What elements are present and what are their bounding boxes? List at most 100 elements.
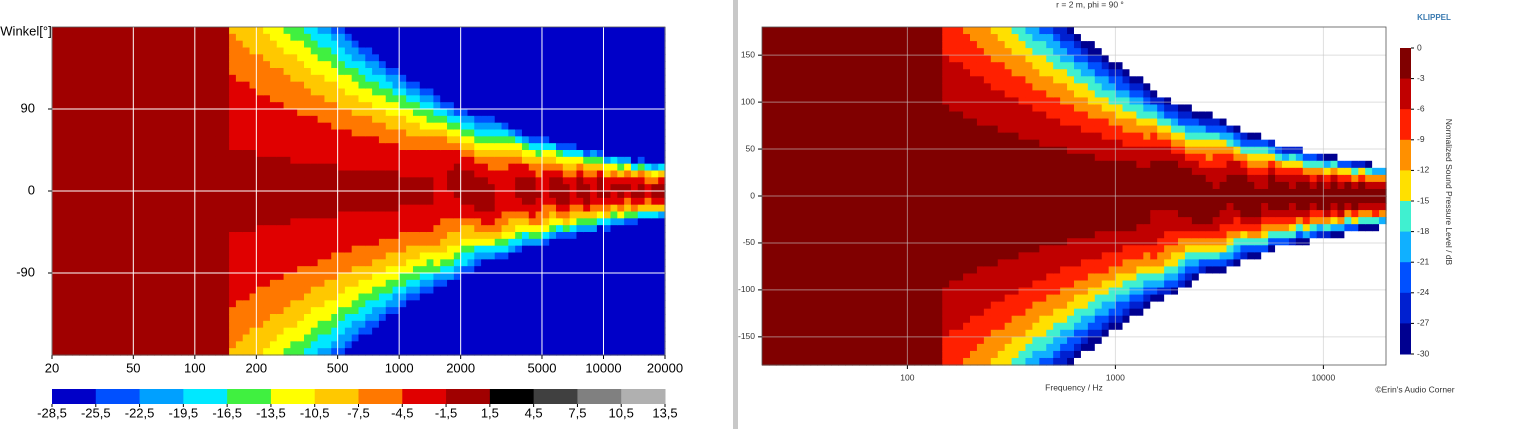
heatmap-cell [249, 61, 257, 69]
heatmap-cell [317, 81, 326, 90]
heatmap-cell [637, 27, 646, 35]
heatmap-cell [222, 334, 230, 342]
heatmap-cell [803, 350, 812, 359]
heatmap-cell [501, 279, 509, 288]
heatmap-cell [167, 279, 176, 288]
heatmap-cell [651, 122, 659, 131]
heatmap-cell [106, 27, 114, 35]
heatmap-cell [351, 163, 360, 172]
heatmap-cell [222, 320, 230, 329]
heatmap-cell [140, 307, 148, 315]
heatmap-cell [120, 27, 128, 35]
heatmap-cell [624, 191, 632, 199]
heatmap-cell [256, 300, 264, 308]
heatmap-cell [99, 314, 108, 322]
heatmap-cell [106, 81, 114, 90]
heatmap-cell [229, 307, 237, 315]
heatmap-cell [317, 266, 326, 274]
heatmap-cell [276, 156, 285, 165]
heatmap-cell [188, 109, 196, 117]
heatmap-cell [590, 307, 598, 315]
heatmap-cell [440, 54, 448, 62]
heatmap-cell [269, 143, 278, 151]
heatmap-cell [351, 293, 360, 301]
heatmap-cell [86, 150, 94, 158]
heatmap-cell [160, 273, 169, 281]
heatmap-cell [494, 115, 503, 124]
heatmap-cell [453, 109, 462, 117]
heatmap-cell [344, 259, 353, 267]
heatmap-cell [453, 129, 462, 137]
heatmap-cell [617, 211, 625, 219]
heatmap-cell [603, 218, 612, 226]
heatmap-cell [810, 76, 819, 84]
heatmap-cell [297, 122, 305, 131]
heatmap-cell [86, 184, 94, 192]
heatmap-cell [290, 136, 298, 144]
heatmap-cell [215, 245, 223, 254]
heatmap-cell [603, 163, 612, 172]
heatmap-cell [72, 266, 80, 274]
heatmap-cell [651, 27, 659, 35]
heatmap-cell [235, 204, 244, 213]
heatmap-cell [528, 307, 537, 315]
heatmap-cell [603, 115, 612, 124]
heatmap-cell [99, 286, 108, 295]
heatmap-cell [106, 348, 114, 356]
heatmap-cell [52, 88, 60, 96]
heatmap-cell [562, 129, 571, 137]
heatmap-cell [208, 348, 217, 356]
heatmap-cell [624, 341, 632, 349]
heatmap-cell [317, 211, 326, 219]
heatmap-cell [810, 294, 819, 303]
heatmap-cell [208, 136, 217, 144]
heatmap-cell [501, 150, 509, 158]
heatmap-cell [624, 102, 632, 110]
heatmap-cell [789, 76, 798, 84]
heatmap-cell [576, 348, 584, 356]
heatmap-cell [617, 27, 625, 35]
heatmap-cell [399, 163, 407, 172]
heatmap-cell [215, 225, 223, 233]
heatmap-cell [79, 143, 87, 151]
heatmap-cell [269, 122, 278, 131]
heatmap-cell [831, 97, 839, 106]
heatmap-cell [630, 334, 639, 342]
heatmap-cell [515, 102, 523, 110]
heatmap-cell [52, 341, 60, 349]
heatmap-cell [317, 252, 326, 260]
heatmap-cell [269, 259, 278, 267]
heatmap-cell [188, 156, 196, 165]
heatmap-cell [188, 170, 196, 178]
heatmap-cell [644, 163, 652, 172]
heatmap-cell [501, 197, 509, 206]
heatmap-cell [154, 150, 162, 158]
heatmap-cell [583, 273, 591, 281]
heatmap-cell [79, 238, 87, 247]
heatmap-cell [99, 348, 108, 356]
heatmap-cell [235, 170, 244, 178]
heatmap-cell [140, 47, 148, 55]
heatmap-cell [453, 273, 462, 281]
heatmap-cell [569, 74, 578, 83]
heatmap-cell [229, 81, 237, 90]
heatmap-cell [256, 314, 264, 322]
colorbar-tick-label: -13,5 [256, 405, 286, 420]
heatmap-cell [58, 95, 67, 103]
heatmap-cell [263, 238, 271, 247]
heatmap-cell [304, 266, 312, 274]
heatmap-cell [351, 334, 360, 342]
heatmap-cell [174, 232, 183, 240]
heatmap-cell [72, 81, 80, 90]
heatmap-cell [453, 245, 462, 254]
heatmap-cell [447, 136, 455, 144]
heatmap-cell [630, 163, 639, 172]
heatmap-cell [508, 88, 516, 96]
heatmap-cell [542, 218, 550, 226]
heatmap-cell [365, 40, 373, 49]
heatmap-cell [188, 191, 196, 199]
colorbar-tick-label: -7,5 [347, 405, 369, 420]
heatmap-cell [222, 197, 230, 206]
heatmap-cell [569, 211, 578, 219]
heatmap-cell [92, 136, 101, 144]
